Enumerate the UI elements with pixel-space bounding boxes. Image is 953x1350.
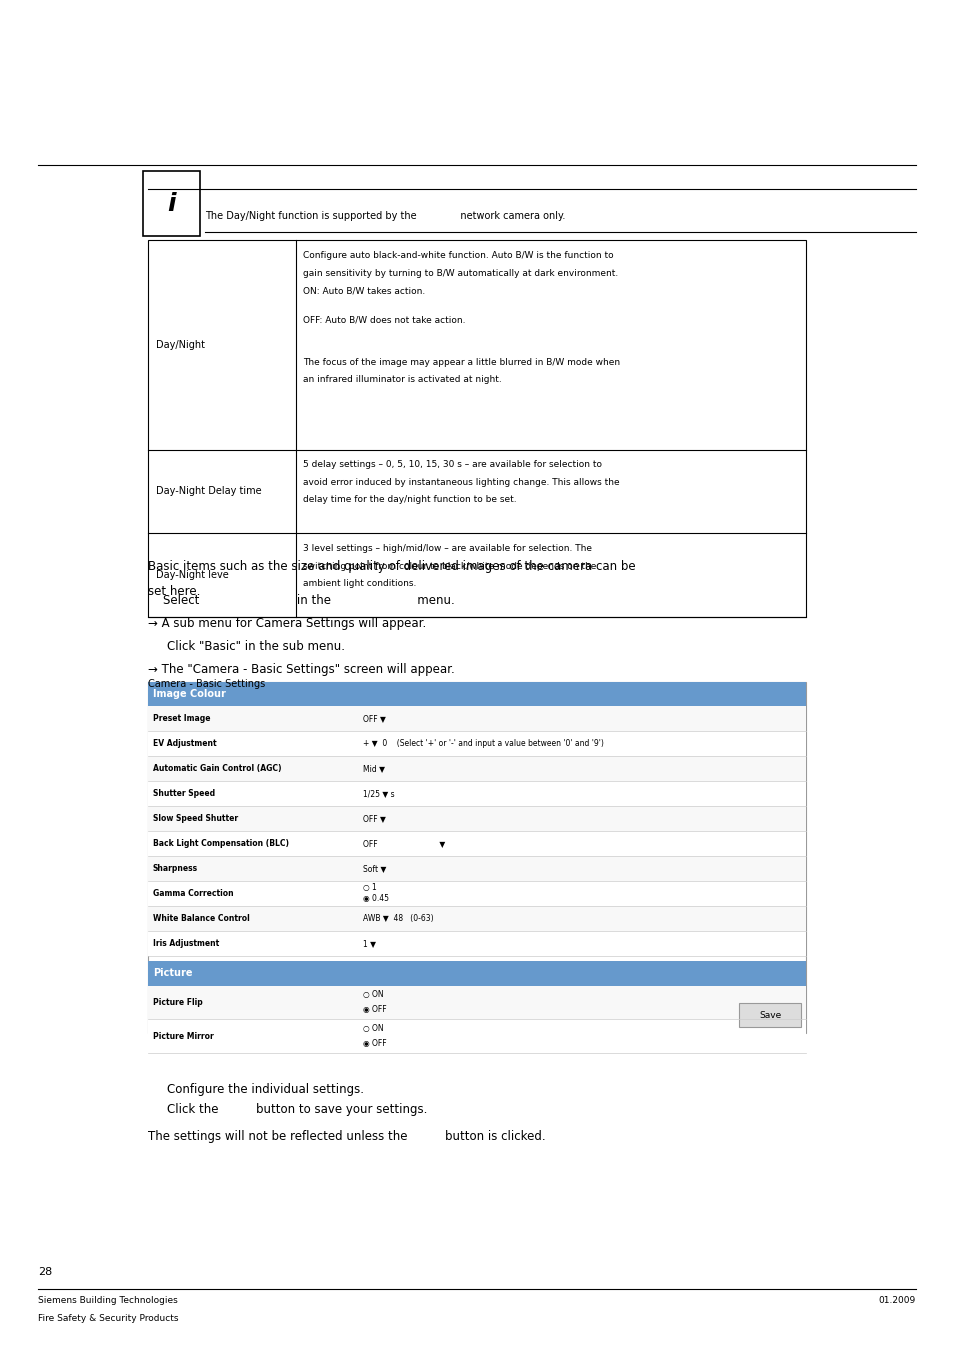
Text: Camera - Basic Settings: Camera - Basic Settings	[148, 679, 265, 688]
Text: Select                          in the                       menu.: Select in the menu.	[148, 594, 455, 608]
Text: ON: Auto B/W takes action.: ON: Auto B/W takes action.	[303, 286, 425, 296]
Text: → The "Camera - Basic Settings" screen will appear.: → The "Camera - Basic Settings" screen w…	[148, 663, 455, 676]
FancyBboxPatch shape	[148, 986, 805, 1019]
Text: Picture Mirror: Picture Mirror	[152, 1031, 213, 1041]
Text: Configure auto black-and-white function. Auto B/W is the function to: Configure auto black-and-white function.…	[303, 251, 614, 261]
FancyBboxPatch shape	[148, 906, 805, 931]
FancyBboxPatch shape	[143, 171, 200, 236]
Text: ◉ 0.45: ◉ 0.45	[362, 894, 388, 903]
Text: Image Colour: Image Colour	[152, 688, 225, 699]
FancyBboxPatch shape	[148, 1019, 805, 1053]
Text: Slow Speed Shutter: Slow Speed Shutter	[152, 814, 237, 824]
Text: Gamma Correction: Gamma Correction	[152, 888, 233, 898]
Text: delay time for the day/night function to be set.: delay time for the day/night function to…	[303, 495, 517, 505]
Text: Preset Image: Preset Image	[152, 714, 210, 724]
FancyBboxPatch shape	[148, 732, 805, 756]
Text: AWB ▼  48   (0-63): AWB ▼ 48 (0-63)	[362, 914, 433, 923]
Text: i: i	[167, 192, 176, 216]
Text: White Balance Control: White Balance Control	[152, 914, 249, 923]
Text: Soft ▼: Soft ▼	[362, 864, 386, 873]
Text: The focus of the image may appear a little blurred in B/W mode when: The focus of the image may appear a litt…	[303, 358, 619, 367]
FancyBboxPatch shape	[148, 882, 805, 906]
FancyBboxPatch shape	[148, 682, 805, 706]
FancyBboxPatch shape	[148, 782, 805, 806]
Text: Save: Save	[759, 1011, 781, 1019]
Text: + ▼  0    (Select '+' or '-' and input a value between '0' and '9'): + ▼ 0 (Select '+' or '-' and input a val…	[362, 738, 602, 748]
Text: an infrared illuminator is activated at night.: an infrared illuminator is activated at …	[303, 375, 501, 385]
Text: Iris Adjustment: Iris Adjustment	[152, 938, 218, 948]
FancyBboxPatch shape	[148, 856, 805, 882]
FancyBboxPatch shape	[148, 961, 805, 986]
Text: Click "Basic" in the sub menu.: Click "Basic" in the sub menu.	[167, 640, 345, 653]
Text: 3 level settings – high/mid/low – are available for selection. The: 3 level settings – high/mid/low – are av…	[303, 544, 592, 554]
Text: Sharpness: Sharpness	[152, 864, 197, 873]
Text: ○ 1: ○ 1	[362, 883, 375, 892]
Text: set here.: set here.	[148, 585, 200, 598]
Text: Shutter Speed: Shutter Speed	[152, 788, 214, 798]
Text: Configure the individual settings.: Configure the individual settings.	[167, 1083, 363, 1096]
Text: switching point from colour to black/white mode depends on the: switching point from colour to black/whi…	[303, 562, 597, 571]
FancyBboxPatch shape	[148, 806, 805, 832]
FancyBboxPatch shape	[739, 1003, 801, 1027]
Text: Picture Flip: Picture Flip	[152, 998, 202, 1007]
Text: OFF ▼: OFF ▼	[362, 814, 385, 824]
FancyBboxPatch shape	[148, 682, 805, 1033]
Text: ◉ OFF: ◉ OFF	[362, 1006, 386, 1014]
Text: 1/25 ▼ s: 1/25 ▼ s	[362, 788, 394, 798]
Text: The Day/Night function is supported by the              network camera only.: The Day/Night function is supported by t…	[205, 211, 565, 221]
Text: Day-Night leve: Day-Night leve	[155, 570, 228, 580]
Text: Automatic Gain Control (AGC): Automatic Gain Control (AGC)	[152, 764, 281, 774]
Text: 1 ▼: 1 ▼	[362, 938, 375, 948]
FancyBboxPatch shape	[148, 240, 805, 617]
Text: gain sensitivity by turning to B/W automatically at dark environment.: gain sensitivity by turning to B/W autom…	[303, 269, 618, 278]
Text: Click the          button to save your settings.: Click the button to save your settings.	[167, 1103, 427, 1116]
Text: Day-Night Delay time: Day-Night Delay time	[155, 486, 261, 497]
Text: Back Light Compensation (BLC): Back Light Compensation (BLC)	[152, 838, 289, 848]
Text: OFF: Auto B/W does not take action.: OFF: Auto B/W does not take action.	[303, 316, 465, 325]
Text: 28: 28	[38, 1268, 52, 1277]
Text: Fire Safety & Security Products: Fire Safety & Security Products	[38, 1314, 178, 1323]
Text: Mid ▼: Mid ▼	[362, 764, 384, 774]
Text: Day/Night: Day/Night	[155, 340, 204, 350]
Text: ○ ON: ○ ON	[362, 991, 383, 999]
Text: EV Adjustment: EV Adjustment	[152, 738, 216, 748]
FancyBboxPatch shape	[148, 931, 805, 956]
Text: OFF                          ▼: OFF ▼	[362, 838, 444, 848]
Text: ambient light conditions.: ambient light conditions.	[303, 579, 416, 589]
FancyBboxPatch shape	[148, 832, 805, 856]
Text: Siemens Building Technologies: Siemens Building Technologies	[38, 1296, 177, 1305]
Text: ◉ OFF: ◉ OFF	[362, 1040, 386, 1048]
FancyBboxPatch shape	[148, 756, 805, 782]
FancyBboxPatch shape	[148, 706, 805, 732]
Text: ○ ON: ○ ON	[362, 1025, 383, 1033]
Text: 5 delay settings – 0, 5, 10, 15, 30 s – are available for selection to: 5 delay settings – 0, 5, 10, 15, 30 s – …	[303, 460, 601, 470]
Text: avoid error induced by instantaneous lighting change. This allows the: avoid error induced by instantaneous lig…	[303, 478, 619, 487]
Text: OFF ▼: OFF ▼	[362, 714, 385, 724]
Text: 01.2009: 01.2009	[878, 1296, 915, 1305]
Text: Picture: Picture	[152, 968, 192, 979]
Text: Basic items such as the size and quality of delivered images of the camera can b: Basic items such as the size and quality…	[148, 560, 635, 574]
Text: The settings will not be reflected unless the          button is clicked.: The settings will not be reflected unles…	[148, 1130, 545, 1143]
Text: → A sub menu for Camera Settings will appear.: → A sub menu for Camera Settings will ap…	[148, 617, 426, 630]
